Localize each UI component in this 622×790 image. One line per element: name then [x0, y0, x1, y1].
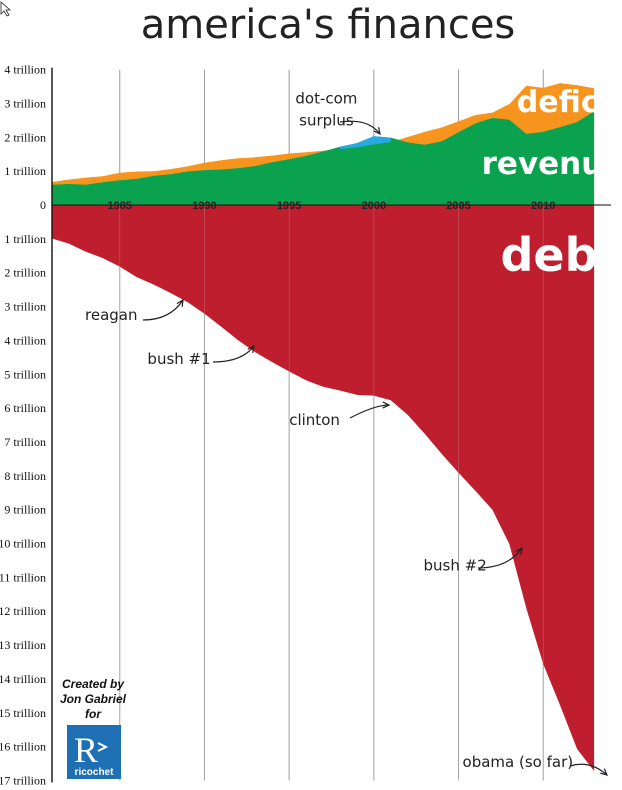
y-tick-label: 11 trillion [0, 570, 46, 584]
credit-line-3: for [85, 707, 102, 721]
y-tick-label: 10 trillion [0, 537, 46, 551]
credit-line-2: Jon Gabriel [60, 692, 127, 706]
x-tick-label: 1995 [277, 200, 301, 212]
y-tick-labels: 4 trillion 3 trillion 2 trillion 1 trillion… [0, 63, 46, 788]
debt-area [52, 205, 595, 771]
y-tick-label: 4 trillion [4, 63, 46, 77]
annotation: dot-com [295, 89, 357, 107]
annotations: dot-com surplus reagan bush #1 clinton bush #… [85, 89, 609, 776]
bush1-arrow [212, 345, 255, 363]
revenue-label: revenue [482, 146, 622, 182]
logo-arrow-icon [97, 742, 109, 752]
logo-letter: R [74, 730, 98, 770]
obama-arrow-head [600, 768, 609, 776]
y-tick-label: 16 trillion [0, 740, 46, 754]
y-tick-label: 13 trillion [0, 638, 46, 652]
y-tick-label: 2 trillion [4, 266, 46, 280]
y-tick-label: 12 trillion [0, 604, 46, 618]
debt-label: debt [500, 228, 619, 282]
clinton-arrow [349, 404, 390, 419]
y-tick-label: 8 trillion [4, 469, 46, 483]
x-tick-label: 2010 [531, 200, 555, 212]
surplus-area [340, 136, 391, 150]
ricochet-logo: R ricochet [67, 725, 121, 779]
x-tick-label: 2000 [362, 200, 386, 212]
annotation: bush #2 [424, 557, 487, 575]
obama-arrow [569, 763, 608, 776]
clinton-arrow-head [382, 401, 391, 409]
grid-lines-over [119, 205, 544, 781]
y-tick-label: 3 trillion [4, 96, 46, 110]
bush2-arrow-head [515, 546, 523, 556]
surplus-arrow [339, 120, 381, 135]
y-tick-label: 17 trillion [0, 773, 46, 787]
logo-name: ricochet [75, 767, 115, 778]
y-tick-label: 1 trillion [4, 164, 46, 178]
credit-block: Created by Jon Gabriel for R ricochet [60, 677, 127, 779]
chart-title: america's finances [141, 2, 516, 48]
annotation: surplus [299, 111, 354, 129]
revenue-area [52, 111, 595, 205]
reagan-arrow-head [176, 298, 184, 308]
mouse-cursor-icon [0, 1, 12, 17]
reagan-arrow [142, 299, 184, 321]
areas [52, 83, 595, 771]
x-tick-label: 1985 [108, 200, 132, 212]
x-tick-label: 2005 [446, 200, 470, 212]
annotation: bush #1 [147, 350, 210, 368]
y-tick-label: 4 trillion [4, 333, 46, 347]
y-tick-label: 7 trillion [4, 435, 46, 449]
y-tick-label: 0 [40, 198, 46, 212]
x-tick-labels: 1985 1990 1995 2000 2005 2010 [108, 200, 556, 212]
y-tick-label: 14 trillion [0, 672, 46, 686]
deficit-label: deficit [517, 85, 622, 120]
annotation: clinton [289, 411, 340, 429]
y-tick-label: 9 trillion [4, 503, 46, 517]
bush1-arrow-head [247, 344, 255, 353]
y-tick-label: 1 trillion [4, 232, 46, 246]
surplus-arrow-head [373, 127, 381, 136]
y-tick-label: 6 trillion [4, 401, 46, 415]
annotation: reagan [85, 306, 137, 324]
annotation: obama (so far) [463, 753, 574, 771]
credit-line-1: Created by [62, 677, 125, 691]
logo-box [67, 725, 121, 779]
y-tick-label: 5 trillion [4, 367, 46, 381]
y-tick-label: 15 trillion [0, 706, 46, 720]
axes [51, 67, 611, 783]
x-tick-label: 1990 [192, 200, 216, 212]
y-tick-label: 2 trillion [4, 130, 46, 144]
y-tick-label: 3 trillion [4, 300, 46, 314]
bush2-arrow [477, 547, 523, 569]
